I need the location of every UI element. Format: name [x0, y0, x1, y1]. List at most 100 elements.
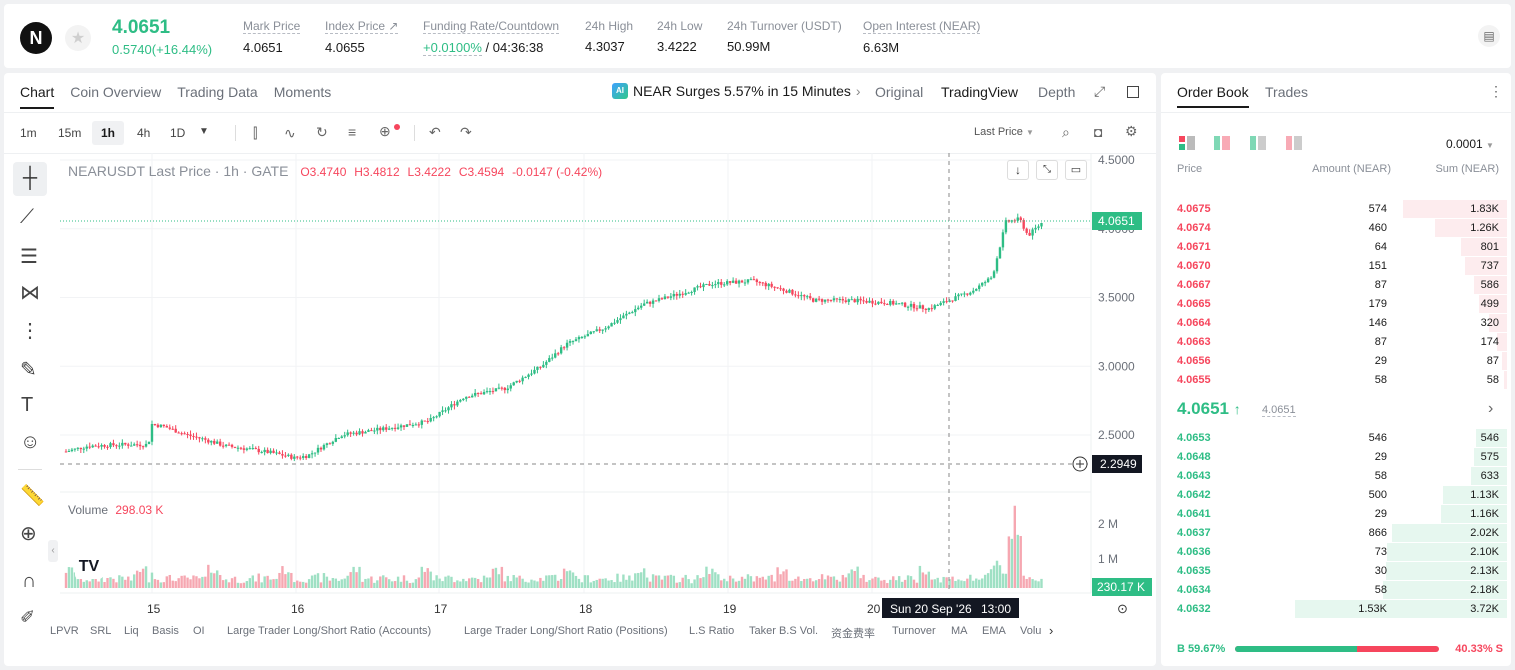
stat-index-price[interactable]: Index Price ↗ 4.0655	[325, 19, 399, 55]
settings-gear-icon[interactable]: ⚙	[1125, 123, 1138, 139]
chart-settings-icon[interactable]: ⊙	[1117, 601, 1128, 616]
bid-row[interactable]: 4.0643 58 633	[1161, 467, 1511, 486]
bid-row[interactable]: 4.0632 1.53K 3.72K	[1161, 600, 1511, 619]
maximize-pane-icon[interactable]: ▭	[1065, 160, 1087, 180]
indicator-ls-ratio[interactable]: L.S Ratio	[689, 625, 735, 637]
text-tool-icon[interactable]: T	[21, 394, 34, 416]
tab-trades[interactable]: Trades	[1265, 84, 1309, 100]
interval-15m[interactable]: 15m	[58, 126, 82, 140]
brush-tool-icon[interactable]: ✎	[20, 359, 37, 381]
view-both-icon[interactable]	[1179, 136, 1195, 150]
indicator-lt-ratio-accounts[interactable]: Large Trader Long/Short Ratio (Accounts)	[227, 625, 432, 637]
indicator-liq[interactable]: Liq	[124, 625, 139, 637]
pencil-lock-tool-icon[interactable]: ✐	[20, 607, 36, 627]
ask-row[interactable]: 4.0655 58 58	[1161, 371, 1511, 390]
view-split-icon[interactable]	[1214, 136, 1230, 150]
magnet-tool-icon[interactable]: ∩	[22, 570, 37, 592]
precision-select[interactable]: 0.0001 ▼	[1446, 137, 1494, 151]
bid-row[interactable]: 4.0641 29 1.16K	[1161, 505, 1511, 524]
tab-order-book[interactable]: Order Book	[1177, 84, 1249, 100]
indicator-taker-bs-vol[interactable]: Taker B.S Vol.	[749, 625, 819, 637]
add-indicator-icon[interactable]: ⊕	[379, 123, 391, 139]
volume-bar	[476, 579, 480, 588]
ask-row[interactable]: 4.0656 29 87	[1161, 352, 1511, 371]
bid-row[interactable]: 4.0634 58 2.18K	[1161, 581, 1511, 600]
interval-4h[interactable]: 4h	[137, 126, 151, 140]
indicator-funding-rate[interactable]: 资金费率	[831, 628, 875, 640]
ask-row[interactable]: 4.0670 151 737	[1161, 257, 1511, 276]
bid-row[interactable]: 4.0635 30 2.13K	[1161, 562, 1511, 581]
indicator-turnover[interactable]: Turnover	[892, 625, 936, 637]
indicator-icon[interactable]: ∿	[284, 125, 296, 141]
ask-row[interactable]: 4.0665 179 499	[1161, 295, 1511, 314]
search-icon[interactable]: ⌕	[1062, 124, 1070, 140]
view-depth[interactable]: Depth	[1038, 84, 1076, 100]
bid-row[interactable]: 4.0636 73 2.10K	[1161, 543, 1511, 562]
bid-row[interactable]: 4.0637 866 2.02K	[1161, 524, 1511, 543]
indicator-oi[interactable]: OI	[193, 625, 205, 637]
trendline-tool-icon[interactable]: ⟋	[20, 206, 34, 228]
ask-row[interactable]: 4.0674 460 1.26K	[1161, 219, 1511, 238]
collapse-icon[interactable]: ⤡	[1036, 160, 1058, 180]
fullscreen-icon[interactable]	[1127, 86, 1139, 98]
view-asks-icon[interactable]	[1286, 136, 1302, 150]
indicator-basis[interactable]: Basis	[152, 625, 179, 637]
view-tradingview[interactable]: TradingView	[941, 84, 1019, 100]
ask-row[interactable]: 4.0671 64 801	[1161, 238, 1511, 257]
indicator-lt-ratio-positions[interactable]: Large Trader Long/Short Ratio (Positions…	[464, 625, 668, 637]
scroll-latest-icon[interactable]: ↓	[1007, 160, 1029, 180]
camera-icon[interactable]: ◘	[1094, 124, 1103, 140]
ask-row[interactable]: 4.0663 87 174	[1161, 333, 1511, 352]
replay-icon[interactable]: ↻	[316, 124, 328, 140]
interval-1d[interactable]: 1D	[170, 126, 186, 140]
bid-row[interactable]: 4.0653 546 546	[1161, 429, 1511, 448]
tab-trading-data[interactable]: Trading Data	[177, 84, 258, 100]
crosshair-tool-icon[interactable]: ┼	[13, 162, 47, 196]
volume-bar	[1040, 578, 1043, 588]
indicator-srl[interactable]: SRL	[90, 625, 112, 637]
interval-1h[interactable]: 1h	[92, 121, 125, 145]
price-chart[interactable]: 4.50004.00003.50003.00002.50004.06512.29…	[4, 73, 1156, 666]
view-bids-icon[interactable]	[1250, 136, 1266, 150]
pattern-tool-icon[interactable]: ⋈	[20, 282, 40, 304]
emoji-tool-icon[interactable]: ☺	[20, 431, 41, 453]
notebook-icon[interactable]: ▤	[1478, 25, 1500, 47]
collapse-toolbar-icon[interactable]: ‹	[48, 540, 58, 562]
indicator-ma[interactable]: MA	[951, 625, 968, 637]
ask-row[interactable]: 4.0664 146 320	[1161, 314, 1511, 333]
favorite-star-icon[interactable]: ★	[65, 25, 91, 51]
ask-row[interactable]: 4.0667 87 586	[1161, 276, 1511, 295]
ask-row[interactable]: 4.0675 574 1.83K	[1161, 200, 1511, 219]
bid-row[interactable]: 4.0642 500 1.13K	[1161, 486, 1511, 505]
interval-dropdown-icon[interactable]: ▼	[199, 126, 209, 137]
tradingview-logo[interactable]: TV	[75, 555, 103, 579]
ruler-tool-icon[interactable]: 📏	[20, 485, 45, 507]
fib-tool-icon[interactable]: ⋮	[20, 320, 40, 342]
news-link[interactable]: AI NEAR Surges 5.57% in 15 Minutes ›	[612, 83, 861, 99]
indicators-next-icon[interactable]: ›	[1049, 623, 1054, 638]
tab-moments[interactable]: Moments	[273, 84, 332, 100]
indicator-lpvr[interactable]: LPVR	[50, 625, 79, 637]
more-options-icon[interactable]: ⋮	[1489, 83, 1503, 99]
expand-icon[interactable]: ⤢	[1094, 83, 1106, 99]
template-icon[interactable]: ≡	[348, 124, 357, 140]
indicator-volume[interactable]: Volu	[1020, 625, 1042, 637]
tab-coin-overview[interactable]: Coin Overview	[70, 84, 162, 100]
volume-bar	[850, 569, 853, 588]
volume-bar	[236, 582, 240, 588]
candle-body	[85, 446, 88, 449]
zoom-in-tool-icon[interactable]: ⊕	[20, 523, 37, 545]
undo-icon[interactable]: ↶	[429, 124, 441, 140]
volume-bar	[221, 580, 225, 588]
candle-body	[939, 302, 942, 306]
redo-icon[interactable]: ↷	[460, 124, 472, 140]
interval-1m[interactable]: 1m	[20, 126, 37, 140]
bid-row[interactable]: 4.0648 29 575	[1161, 448, 1511, 467]
view-original[interactable]: Original	[875, 84, 924, 100]
candle-type-icon[interactable]: ⫿	[253, 125, 258, 141]
price-type-select[interactable]: Last Price ▼	[974, 126, 1034, 138]
indicator-ema[interactable]: EMA	[982, 625, 1006, 637]
tab-chart[interactable]: Chart	[20, 84, 55, 109]
horizontal-lines-tool-icon[interactable]: ☰	[20, 246, 38, 268]
more-trades-chevron-icon[interactable]: ›	[1488, 400, 1494, 417]
